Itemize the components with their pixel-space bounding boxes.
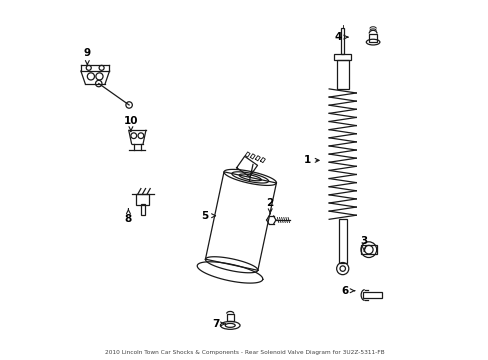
- Bar: [368, 33, 376, 42]
- Bar: [362, 292, 382, 298]
- Text: 6: 6: [341, 286, 354, 296]
- Text: 5: 5: [201, 211, 215, 221]
- Bar: [336, 60, 348, 89]
- Text: 2: 2: [266, 198, 273, 214]
- Text: 10: 10: [123, 116, 138, 132]
- Bar: [360, 245, 376, 254]
- Text: 3: 3: [360, 236, 367, 251]
- Bar: [334, 54, 350, 60]
- Bar: [140, 204, 144, 215]
- Text: 8: 8: [124, 209, 132, 224]
- Text: 1: 1: [303, 156, 318, 165]
- Bar: [341, 28, 344, 54]
- Bar: [226, 314, 233, 321]
- Text: 9: 9: [83, 48, 91, 64]
- Bar: [338, 219, 346, 262]
- Text: 4: 4: [334, 32, 347, 42]
- Text: 7: 7: [212, 319, 225, 329]
- Bar: [136, 194, 149, 205]
- Text: 2010 Lincoln Town Car Shocks & Components - Rear Solenoid Valve Diagram for 3U2Z: 2010 Lincoln Town Car Shocks & Component…: [104, 350, 384, 355]
